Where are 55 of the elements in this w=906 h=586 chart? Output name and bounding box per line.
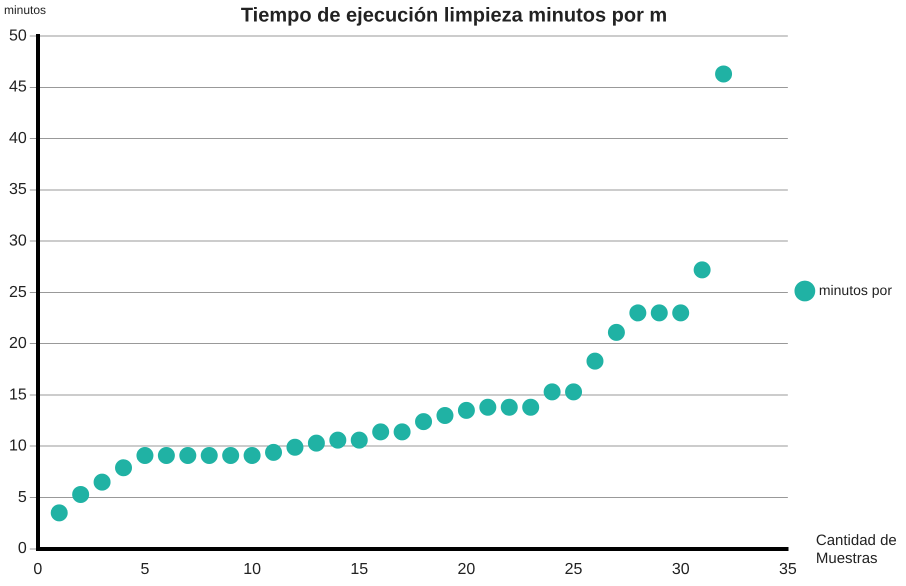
x-tick-label: 30 [672,560,690,578]
point [586,352,604,370]
y-tick-label: 15 [9,386,27,404]
x-tick-label: 20 [458,560,476,578]
point [715,65,732,82]
point [479,398,496,416]
point [50,504,68,522]
point [544,383,561,400]
point [608,324,625,341]
point [372,423,390,440]
point [522,398,540,416]
point [308,434,325,452]
point [179,446,196,464]
x-tick-label: 0 [33,560,42,578]
y-tick-label: 40 [9,130,27,147]
point [694,261,711,278]
point [629,304,646,322]
point [436,406,454,424]
point [500,398,518,416]
point [115,459,132,476]
point [650,304,668,322]
point [286,438,304,456]
y-tick-label: 5 [18,488,27,506]
y-tick-label: 0 [18,540,27,558]
point [672,304,690,322]
y-axis-title: minutos [4,3,46,17]
point [200,446,218,464]
point [329,432,346,449]
y-tick-label: 45 [9,78,27,96]
point [458,402,475,419]
chart-title: Tiempo de ejecución limpieza minutos por m [240,4,668,27]
point [158,446,175,464]
x-tick-label: 25 [564,560,583,578]
point [72,486,90,503]
x-axis-title: Cantidad de Muestras [816,532,897,567]
x-tick-label: 10 [243,560,262,578]
y-tick-label: 20 [9,335,27,352]
point [394,423,411,440]
x-tick-label: 5 [140,560,150,578]
point [136,446,154,464]
x-tick-label: 15 [350,560,368,578]
x-tick-label: 35 [778,560,797,578]
point [415,413,432,430]
y-tick-label: 35 [9,181,27,198]
y-tick-label: 25 [9,284,27,301]
point [265,444,282,461]
point [222,446,240,464]
point [244,446,261,464]
point [565,383,582,400]
legend-label: minutos por [818,282,892,298]
y-tick-label: 50 [9,27,27,44]
y-tick-label: 10 [9,438,27,455]
y-tick-label: 30 [9,232,27,250]
point [94,474,111,491]
point [350,432,368,449]
